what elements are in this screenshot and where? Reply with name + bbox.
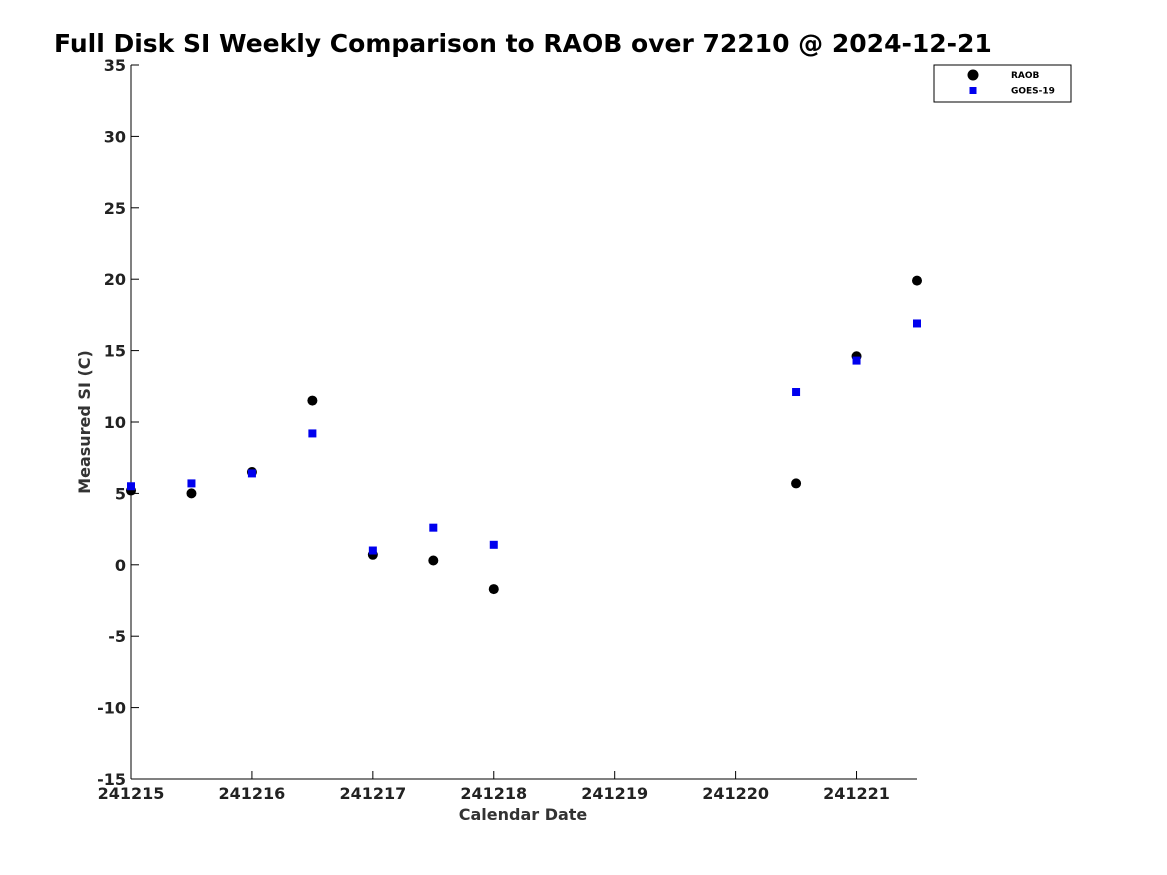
data-point-square [187, 479, 196, 488]
y-ticks: 35 30 25 20 15 10 5 0 -5 -10 -15 [97, 56, 139, 789]
x-ticks: 241215 241216 241217 241218 241219 241220 2412… [98, 771, 890, 803]
legend-label: RAOB [1011, 71, 1040, 81]
y-tick-label: 25 [104, 199, 126, 218]
data-point-square [247, 469, 256, 478]
data-point-circle [488, 584, 499, 595]
x-tick-label: 241219 [581, 784, 648, 803]
data-point-square [852, 356, 861, 365]
data-point-circle [307, 395, 318, 406]
legend-label: GOES-19 [1011, 87, 1055, 97]
x-axis-label: Calendar Date [459, 805, 588, 824]
x-tick-label: 241216 [219, 784, 286, 803]
y-tick-label: 35 [104, 56, 126, 75]
y-tick-label: 30 [104, 127, 126, 146]
y-tick-label: 5 [115, 484, 126, 503]
data-point-square [368, 546, 377, 555]
x-tick-label: 241218 [460, 784, 527, 803]
x-tick-label: 241220 [702, 784, 769, 803]
data-point-square [489, 540, 498, 549]
y-tick-label: -10 [97, 699, 126, 718]
data-point-circle [912, 275, 922, 286]
chart-title: Full Disk SI Weekly Comparison to RAOB o… [54, 29, 992, 58]
x-tick-label: 241217 [339, 784, 406, 803]
legend-marker-circle [967, 69, 979, 81]
series-raob [126, 275, 922, 595]
legend-box [933, 64, 1072, 103]
data-point-circle [428, 555, 439, 566]
legend-marker-square [969, 87, 977, 94]
data-point-square [429, 523, 438, 532]
data-point-square [792, 388, 801, 397]
data-points [126, 275, 922, 595]
x-tick-label: 241221 [823, 784, 890, 803]
y-tick-label: 0 [115, 556, 126, 575]
y-tick-label: 10 [104, 413, 126, 432]
y-tick-label: -15 [97, 770, 126, 789]
legend-items: RAOB GOES-19 [967, 69, 1055, 97]
data-point-square [127, 482, 135, 491]
x-tick-label: 241215 [98, 784, 165, 803]
data-point-circle [791, 478, 802, 489]
y-axis-label: Measured SI (C) [75, 350, 94, 494]
data-point-square [308, 429, 317, 438]
legend: RAOB GOES-19 [933, 64, 1072, 103]
series-goes-19 [127, 319, 921, 555]
data-point-circle [186, 488, 197, 499]
y-tick-label: 15 [104, 342, 126, 361]
y-tick-label: 20 [104, 270, 126, 289]
data-point-square [913, 319, 921, 328]
y-tick-label: -5 [108, 627, 126, 646]
